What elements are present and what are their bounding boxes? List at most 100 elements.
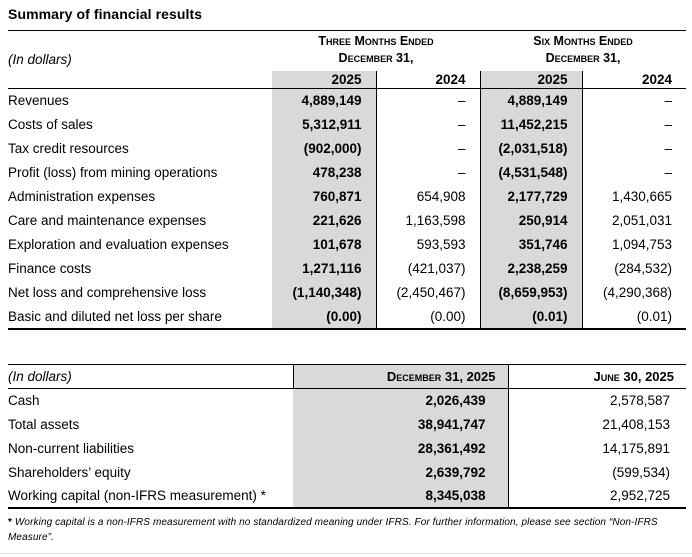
table-group-header-row: (In dollars) Three Months Ended December… bbox=[8, 30, 687, 89]
value-cell: (0.00) bbox=[375, 304, 480, 330]
table-row: Tax credit resources (902,000) – (2,031,… bbox=[8, 136, 687, 161]
table-row: Exploration and evaluation expenses 101,… bbox=[8, 232, 687, 257]
value-cell: – bbox=[581, 88, 687, 113]
value-cell: 2,639,792 bbox=[293, 460, 508, 484]
value-cell: 21,408,153 bbox=[507, 412, 686, 436]
value-cell: – bbox=[581, 160, 687, 185]
value-cell: 654,908 bbox=[375, 184, 480, 209]
row-label: Total assets bbox=[8, 416, 80, 432]
table-row: Revenues 4,889,149 – 4,889,149 – bbox=[8, 88, 687, 113]
value-cell: (4,290,368) bbox=[581, 280, 687, 305]
value-cell: 8,345,038 bbox=[293, 484, 508, 509]
row-label: Costs of sales bbox=[8, 117, 93, 132]
value-cell: – bbox=[581, 136, 687, 161]
value-cell: 1,271,116 bbox=[272, 256, 376, 281]
value-cell: (0.01) bbox=[479, 304, 582, 330]
row-label: Tax credit resources bbox=[8, 141, 129, 156]
in-dollars-label: (In dollars) bbox=[8, 30, 272, 89]
value-cell: 1,094,753 bbox=[581, 232, 687, 257]
year-header: 2024 bbox=[375, 70, 480, 89]
table-row: Profit (loss) from mining operations 478… bbox=[8, 160, 687, 185]
value-cell: (2,450,467) bbox=[375, 280, 480, 305]
value-cell: 351,746 bbox=[479, 232, 582, 257]
value-cell: 5,312,911 bbox=[272, 112, 376, 137]
value-cell: – bbox=[375, 160, 480, 185]
period-header-six-months: Six Months Ended December 31, bbox=[480, 30, 687, 71]
value-cell: (0.01) bbox=[581, 304, 687, 330]
value-cell: (0.00) bbox=[272, 304, 376, 330]
value-cell: 1,163,598 bbox=[375, 208, 480, 233]
column-header-june: June 30, 2025 bbox=[507, 363, 686, 389]
value-cell: 4,889,149 bbox=[272, 88, 376, 113]
balance-sheet-table: (In dollars) December 31, 2025 June 30, … bbox=[8, 363, 686, 509]
value-cell: 760,871 bbox=[272, 184, 376, 209]
row-label: Administration expenses bbox=[8, 189, 156, 204]
value-cell: 11,452,215 bbox=[479, 112, 582, 137]
value-cell: 14,175,891 bbox=[507, 436, 686, 460]
table-row: Costs of sales 5,312,911 – 11,452,215 – bbox=[8, 112, 687, 137]
year-header: 2025 bbox=[272, 70, 376, 89]
value-cell: (599,534) bbox=[507, 460, 686, 484]
footnote: * Working capital is a non-IFRS measurem… bbox=[8, 515, 686, 545]
value-cell: (421,037) bbox=[375, 256, 480, 281]
year-header: 2025 bbox=[479, 70, 582, 89]
value-cell: (902,000) bbox=[272, 136, 376, 161]
page-bottom-divider bbox=[0, 553, 692, 554]
value-cell: 1,430,665 bbox=[581, 184, 687, 209]
footnote-text: Working capital is a non-IFRS measuremen… bbox=[8, 517, 658, 543]
value-cell: 2,952,725 bbox=[507, 484, 686, 509]
column-header-december: December 31, 2025 bbox=[292, 363, 508, 389]
quarterly-results-table: (In dollars) Three Months Ended December… bbox=[8, 30, 687, 330]
value-cell: 2,578,587 bbox=[507, 388, 686, 412]
table-row: Working capital (non-IFRS measurement) *… bbox=[8, 484, 686, 509]
period-header-line2: December 31, bbox=[338, 51, 414, 65]
period-header-three-months: Three Months Ended December 31, bbox=[272, 30, 480, 71]
table-row: Total assets 38,941,747 21,408,153 bbox=[8, 412, 686, 436]
row-label: Working capital (non-IFRS measurement) * bbox=[8, 484, 293, 509]
period-header-line1: Three Months Ended bbox=[318, 34, 434, 48]
value-cell: (4,531,548) bbox=[479, 160, 582, 185]
value-cell: – bbox=[375, 112, 480, 137]
value-cell: (1,140,348) bbox=[272, 280, 376, 305]
row-label: Basic and diluted net loss per share bbox=[8, 304, 272, 330]
value-cell: 38,941,747 bbox=[293, 412, 508, 436]
row-label: Revenues bbox=[8, 93, 69, 109]
table-row: Care and maintenance expenses 221,626 1,… bbox=[8, 208, 687, 233]
value-cell: – bbox=[375, 136, 480, 161]
table-row: Finance costs 1,271,116 (421,037) 2,238,… bbox=[8, 256, 687, 281]
row-label: Cash bbox=[8, 392, 40, 408]
period-header-line2: December 31, bbox=[545, 51, 621, 65]
value-cell: 250,914 bbox=[479, 208, 582, 233]
value-cell: 28,361,492 bbox=[293, 436, 508, 460]
table-header-row: (In dollars) December 31, 2025 June 30, … bbox=[8, 363, 686, 389]
table-row: Cash 2,026,439 2,578,587 bbox=[8, 388, 686, 412]
in-dollars-label: (In dollars) bbox=[8, 363, 293, 389]
table-row: Administration expenses 760,871 654,908 … bbox=[8, 184, 687, 209]
row-label: Profit (loss) from mining operations bbox=[8, 165, 218, 180]
table-row: Net loss and comprehensive loss (1,140,3… bbox=[8, 280, 687, 305]
value-cell: 593,593 bbox=[375, 232, 480, 257]
value-cell: (284,532) bbox=[581, 256, 687, 281]
row-label: Exploration and evaluation expenses bbox=[8, 237, 229, 252]
value-cell: – bbox=[581, 112, 687, 137]
year-header: 2024 bbox=[581, 70, 687, 89]
table-row: Shareholders’ equity 2,639,792 (599,534) bbox=[8, 460, 686, 484]
value-cell: 2,026,439 bbox=[293, 388, 508, 412]
value-cell: (8,659,953) bbox=[479, 280, 582, 305]
value-cell: 101,678 bbox=[272, 232, 376, 257]
footnote-marker: * bbox=[8, 517, 12, 528]
value-cell: 2,051,031 bbox=[581, 208, 687, 233]
value-cell: 2,177,729 bbox=[479, 184, 582, 209]
row-label: Finance costs bbox=[8, 261, 92, 276]
table-row: Basic and diluted net loss per share (0.… bbox=[8, 304, 687, 330]
table-row: Non-current liabilities 28,361,492 14,17… bbox=[8, 436, 686, 460]
value-cell: (2,031,518) bbox=[479, 136, 582, 161]
value-cell: 478,238 bbox=[272, 160, 376, 185]
row-label: Shareholders’ equity bbox=[8, 464, 131, 480]
page-title: Summary of financial results bbox=[8, 6, 203, 22]
period-header-line1: Six Months Ended bbox=[533, 34, 633, 48]
value-cell: – bbox=[375, 88, 480, 113]
value-cell: 221,626 bbox=[272, 208, 376, 233]
row-label: Net loss and comprehensive loss bbox=[8, 285, 207, 300]
